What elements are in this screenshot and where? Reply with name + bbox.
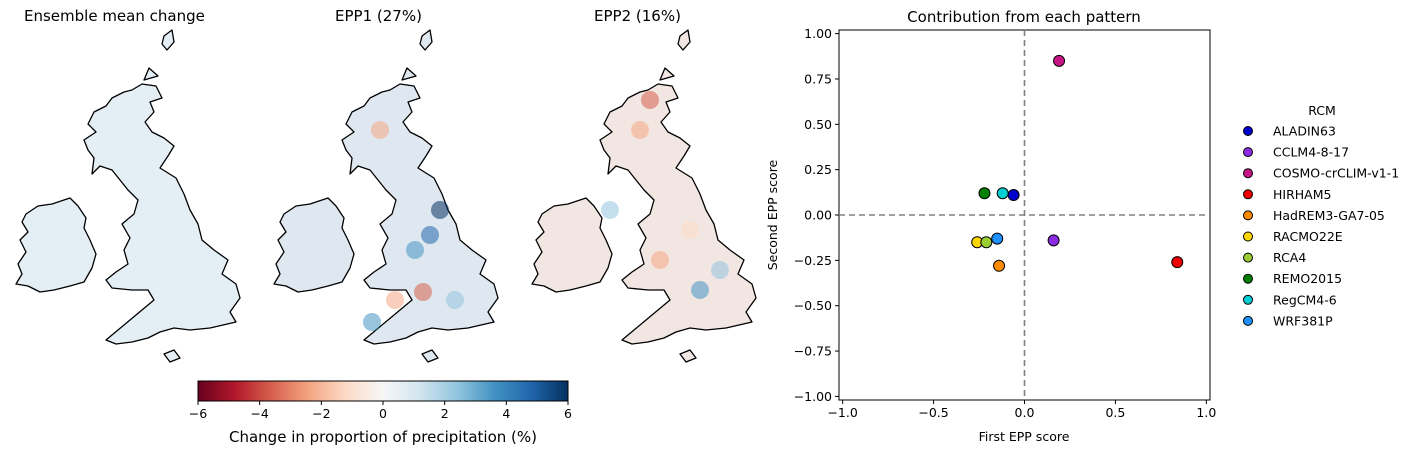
map-color-patch [421, 226, 439, 244]
legend: ALADIN63 CCLM4-8-17 COSMO-crCLIM-v1-1 HIRHA… [1243, 124, 1399, 328]
map-color-patch [651, 251, 669, 269]
x-tick-label: 1.0 [1196, 405, 1216, 420]
legend-item: RegCM4-6 [1243, 292, 1337, 307]
y-tick-label: 0.75 [804, 71, 832, 86]
legend-item: WRF381P [1243, 313, 1333, 328]
point-aladin63 [1007, 189, 1020, 202]
scatter-points [971, 54, 1184, 272]
point-cclm4-8-17 [1047, 234, 1060, 247]
legend-marker [1243, 231, 1253, 242]
scatter-title: Contribution from each pattern [907, 8, 1141, 26]
colorbar-tick-label: 6 [564, 406, 572, 421]
map-color-patch [363, 313, 381, 331]
scatter-axis-ticks: −1.0 −0.5 0.0 0.5 1.0 1.00 0.75 0.50 0.25 0.00 −0.… [794, 26, 1217, 420]
legend-marker [1243, 315, 1253, 326]
map-color-patch [414, 283, 432, 301]
y-tick-label: 0.50 [804, 117, 832, 132]
legend-item: RACMO22E [1243, 229, 1343, 244]
colorbar-tick-label: 2 [441, 406, 449, 421]
scatter-y-label: Second EPP score [765, 159, 780, 270]
legend-title: RCM [1308, 103, 1336, 118]
map3-title: EPP2 (16%) [594, 7, 681, 25]
legend-label: WRF381P [1273, 313, 1333, 328]
colorbar-tick-label: −6 [189, 406, 207, 421]
point-regcm4-6 [996, 187, 1009, 200]
reference-lines [839, 30, 1210, 400]
legend-label: RegCM4-6 [1273, 292, 1337, 307]
point-wrf381p [991, 232, 1004, 245]
uk-map-2 [273, 29, 499, 363]
map1-title: Ensemble mean change [24, 7, 205, 25]
legend-item: HadREM3-GA7-05 [1243, 208, 1385, 223]
y-tick-label: 0.25 [804, 162, 832, 177]
map-color-patch [406, 241, 424, 259]
uk-map-1 [15, 29, 241, 363]
legend-marker [1243, 273, 1253, 284]
point-hirham5 [1171, 256, 1184, 269]
map-color-patch [371, 121, 389, 139]
y-tick-label: −1.00 [794, 389, 832, 404]
y-tick-label: 1.00 [804, 26, 832, 41]
y-tick-label: −0.75 [794, 344, 832, 359]
uk-map-3 [531, 29, 757, 363]
map-color-patch [641, 91, 659, 109]
legend-marker [1243, 210, 1253, 221]
map2-title: EPP1 (27%) [335, 7, 422, 25]
legend-marker [1243, 168, 1253, 179]
legend-label: COSMO-crCLIM-v1-1 [1273, 166, 1399, 181]
legend-label: REMO2015 [1273, 271, 1342, 286]
map-color-patch [431, 201, 449, 219]
map-color-patch [386, 291, 404, 309]
legend-label: HadREM3-GA7-05 [1273, 208, 1385, 223]
point-remo2015 [978, 187, 991, 200]
map-color-patch [691, 281, 709, 299]
legend-marker [1243, 189, 1253, 200]
colorbar-tick-label: 0 [379, 406, 387, 421]
y-tick-label: −0.50 [794, 298, 832, 313]
legend-label: HIRHAM5 [1273, 187, 1331, 202]
x-tick-label: −0.5 [918, 405, 948, 420]
point-cosmo-crclim-v1-1 [1053, 54, 1066, 67]
colorbar-gradient [197, 380, 569, 402]
point-hadrem3-ga7-05 [993, 259, 1006, 272]
y-tick-label: 0.00 [804, 208, 832, 223]
legend-marker [1243, 294, 1253, 305]
legend-marker [1243, 147, 1253, 158]
legend-label: ALADIN63 [1273, 124, 1336, 139]
map-panels [15, 29, 757, 363]
map-color-patch [601, 201, 619, 219]
legend-label: RACMO22E [1273, 229, 1343, 244]
legend-item: RCA4 [1243, 250, 1306, 265]
colorbar-label: Change in proportion of precipitation (%… [229, 428, 537, 446]
legend-marker [1243, 252, 1253, 263]
x-tick-label: 0.0 [1015, 405, 1035, 420]
legend-label: CCLM4-8-17 [1273, 145, 1349, 160]
map-color-patch [681, 221, 699, 239]
map-color-patch [711, 261, 729, 279]
colorbar-tick-label: −4 [250, 406, 268, 421]
x-tick-label: 0.5 [1105, 405, 1125, 420]
legend-item: CCLM4-8-17 [1243, 145, 1349, 160]
y-tick-label: −0.25 [794, 253, 832, 268]
map-color-patch [446, 291, 464, 309]
legend-item: REMO2015 [1243, 271, 1342, 286]
legend-label: RCA4 [1273, 250, 1306, 265]
scatter-x-label: First EPP score [979, 429, 1070, 444]
legend-item: COSMO-crCLIM-v1-1 [1243, 166, 1399, 181]
colorbar: −6 −4 −2 0 2 4 6 [189, 380, 572, 421]
colorbar-tick-label: 4 [502, 406, 510, 421]
point-rca4 [980, 236, 993, 249]
legend-item: ALADIN63 [1243, 124, 1336, 139]
x-tick-label: −1.0 [827, 405, 857, 420]
legend-item: HIRHAM5 [1243, 187, 1331, 202]
colorbar-tick-label: −2 [312, 406, 330, 421]
map-color-patch [631, 121, 649, 139]
legend-marker [1243, 126, 1253, 136]
